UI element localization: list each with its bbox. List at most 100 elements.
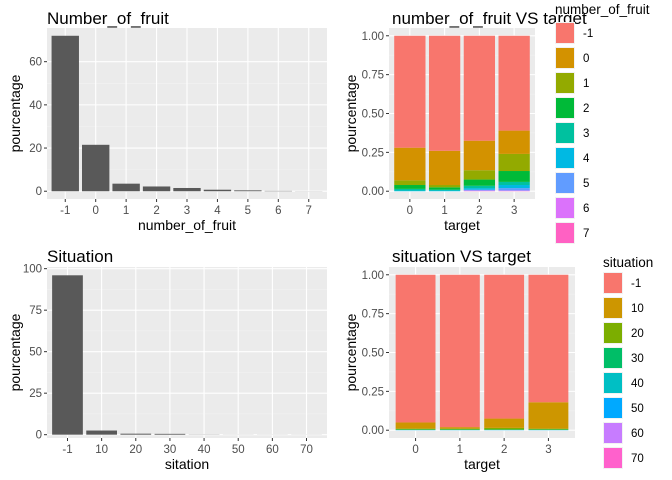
chart-title: situation VS target [392, 247, 531, 266]
x-tick-label: -1 [60, 205, 70, 217]
bar-segment [395, 422, 436, 429]
x-tick-label: 0 [92, 205, 98, 217]
x-tick-label: 5 [245, 205, 251, 217]
legend-key-swatch [556, 23, 574, 43]
legend-label: 0 [583, 53, 589, 65]
x-tick-label: 1 [123, 205, 129, 217]
bar-segment [528, 402, 569, 429]
y-tick-label: 25 [29, 388, 42, 400]
legend-label: 5 [583, 178, 589, 190]
bar [52, 275, 83, 435]
y-axis-label: pourcentage [343, 313, 359, 391]
bar-segment [498, 181, 530, 186]
x-axis-label: target [444, 217, 480, 233]
legend-key-swatch [556, 223, 574, 243]
y-tick-label: 0.25 [362, 386, 384, 398]
legend-label: 60 [631, 428, 644, 440]
legend-key-swatch [556, 198, 574, 218]
x-tick-label: 10 [95, 444, 108, 456]
legend-label: 10 [631, 303, 644, 315]
bar-segment [428, 189, 461, 191]
x-tick-label: 1 [441, 205, 447, 217]
x-tick-label: 3 [545, 444, 551, 456]
x-tick-label: 70 [300, 444, 313, 456]
x-tick-label: 3 [184, 205, 190, 217]
x-tick-label: 1 [457, 444, 463, 456]
legend-key-swatch [556, 98, 574, 118]
legend-key-swatch [604, 273, 622, 293]
bar-segment [394, 147, 426, 181]
legend-key-swatch [556, 173, 574, 193]
bar-segment [394, 188, 426, 191]
bar-segment [428, 187, 461, 190]
legend-label: -1 [631, 278, 641, 290]
legend-label: 6 [583, 203, 589, 215]
legend-key-swatch [556, 48, 574, 68]
bar-segment [463, 179, 496, 186]
legend: number_of_fruit -1 0 1 2 3 4 5 6 7 [555, 2, 650, 244]
bar-segment [498, 171, 530, 182]
x-tick-label: 6 [275, 205, 281, 217]
bar-segment [463, 188, 496, 190]
bar [120, 433, 152, 435]
legend-key-swatch [604, 323, 622, 343]
x-axis-label: sitation [165, 456, 209, 472]
y-tick-label: 0.75 [362, 70, 384, 82]
legend-key-swatch [556, 123, 574, 143]
legend-label: 70 [631, 453, 644, 465]
x-tick-label: 0 [407, 205, 413, 217]
bar-segment [394, 35, 426, 148]
legend-label: 7 [583, 228, 589, 240]
chart-title: number_of_fruit VS target [392, 9, 587, 28]
bar-segment [428, 35, 461, 151]
bar [203, 189, 232, 192]
y-tick-label: 50 [29, 347, 42, 359]
bar-segment [498, 185, 530, 189]
panel-background [47, 267, 327, 438]
y-tick-label: 0.00 [362, 425, 384, 437]
bar-segment [463, 189, 496, 191]
bar [86, 430, 117, 435]
bar-segment [395, 428, 436, 430]
legend-key-swatch [604, 423, 622, 443]
legend-label: 40 [631, 378, 644, 390]
legend-label: 20 [631, 328, 644, 340]
bar-segment [484, 427, 525, 430]
x-tick-label: 20 [129, 444, 142, 456]
y-tick-label: 0.25 [362, 147, 384, 159]
legend: situation -1 10 20 30 40 50 60 70 [603, 255, 653, 469]
chart-panel-3: 0 25 50 75 100 -1 10 20 30 40 50 60 70 Situation sitat… [7, 247, 327, 472]
x-tick-label: 0 [412, 444, 418, 456]
legend-label: 2 [583, 103, 589, 115]
x-tick-label: -1 [62, 444, 72, 456]
y-tick-label: 0 [36, 430, 42, 442]
bar-segment [498, 188, 530, 191]
legend-key-swatch [604, 348, 622, 368]
y-tick-label: 0.50 [362, 109, 384, 121]
bar-segment [394, 180, 426, 186]
x-tick-label: 2 [501, 444, 507, 456]
bar-segment [484, 418, 525, 428]
bar [51, 35, 79, 192]
legend-label: 30 [631, 353, 644, 365]
x-tick-label: 3 [511, 205, 517, 217]
y-tick-label: 40 [29, 100, 42, 112]
y-axis-label: pourcentage [7, 74, 23, 152]
y-tick-label: 1.00 [362, 270, 384, 282]
legend-label: -1 [583, 28, 593, 40]
y-tick-label: 0.00 [362, 186, 384, 198]
bar-segment [528, 274, 569, 403]
bar-segment [428, 150, 461, 186]
bar-segment [428, 190, 461, 192]
bar-segment [463, 140, 496, 171]
legend-key-swatch [556, 148, 574, 168]
bar-segment [498, 153, 530, 172]
bar-segment [439, 274, 480, 428]
x-axis-label: target [464, 456, 500, 472]
legend-title: situation [603, 255, 653, 270]
bar [112, 183, 140, 192]
x-tick-label: 2 [476, 205, 482, 217]
x-tick-label: 4 [214, 205, 221, 217]
legend-key-swatch [604, 398, 622, 418]
bar-segment [439, 428, 480, 430]
